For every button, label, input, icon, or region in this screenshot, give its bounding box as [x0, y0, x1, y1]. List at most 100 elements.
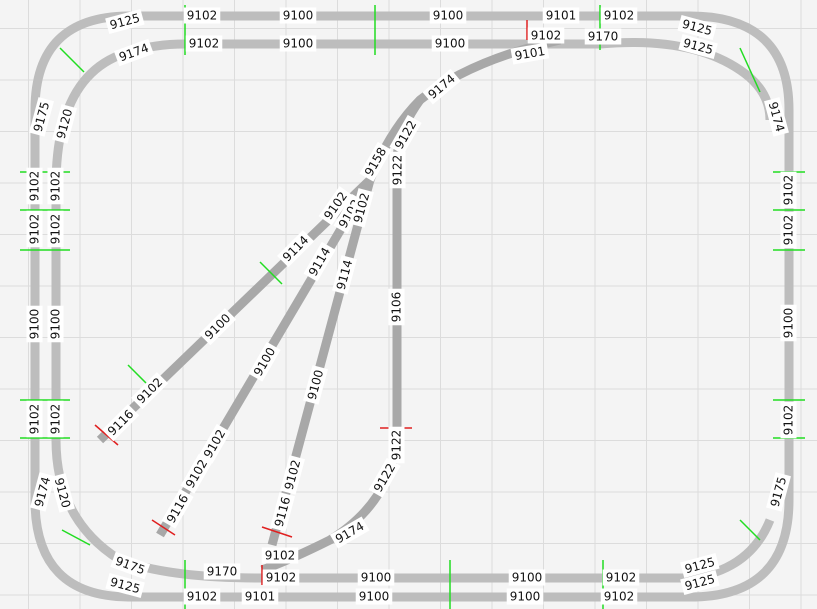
label-box: [388, 288, 405, 326]
label-box: [429, 7, 467, 24]
label-box: [52, 104, 77, 144]
track-label: 9101: [241, 588, 279, 605]
track-label: 9116: [270, 492, 295, 532]
joint: [59, 47, 85, 73]
track-label: 9100: [431, 35, 469, 52]
label-text: 9170: [588, 30, 619, 44]
track-label: 9125: [677, 15, 717, 40]
label-box: [780, 304, 797, 342]
track-label: 9102: [349, 188, 374, 228]
label-box: [764, 97, 789, 137]
label-text: 9100: [283, 37, 314, 51]
label-box: [203, 563, 241, 580]
track-label: 9102: [261, 547, 299, 564]
label-box: [357, 569, 395, 586]
track-label: 9174: [30, 472, 55, 512]
label-text: 9102: [265, 549, 296, 563]
label-box: [30, 472, 55, 512]
label-text: 9102: [604, 9, 635, 23]
track-label: 9100: [355, 588, 393, 605]
label-text: 9102: [606, 571, 637, 585]
label-box: [183, 7, 221, 24]
track-label: 9100: [303, 365, 328, 405]
label-text: 9102: [49, 404, 63, 435]
label-box: [678, 34, 718, 59]
track-label: 9102: [26, 210, 43, 248]
label-box: [280, 455, 305, 495]
track-label: 9102: [780, 401, 797, 439]
track-label: 9100: [357, 569, 395, 586]
track-label: 9102: [47, 210, 64, 248]
track-label: 9102: [527, 27, 565, 44]
label-box: [105, 9, 145, 34]
label-box: [47, 167, 64, 205]
track-label: 9175: [29, 97, 54, 137]
label-box: [180, 453, 213, 494]
track-label: 9102: [26, 167, 43, 205]
label-box: [131, 372, 169, 410]
track-label: 9100: [47, 305, 64, 343]
track-label: 9102: [780, 211, 797, 249]
track-label: 9102: [183, 7, 221, 24]
track-label: 9102: [280, 455, 305, 495]
label-text: 9102: [187, 590, 218, 604]
label-text: 9106: [390, 292, 404, 323]
track-label: 9125: [678, 34, 718, 59]
track-label: 9122: [388, 426, 405, 464]
track-label: 9100: [429, 7, 467, 24]
label-box: [199, 308, 237, 346]
label-box: [198, 423, 231, 464]
track-label: 9100: [780, 304, 797, 342]
label-box: [113, 38, 154, 67]
label-box: [766, 472, 791, 512]
track-label: 9106: [388, 288, 405, 326]
label-box: [389, 151, 406, 189]
track-label: 9101: [510, 42, 550, 65]
track-label: 9102: [780, 171, 797, 209]
label-text: 9102: [782, 175, 796, 206]
label-box: [303, 365, 328, 405]
label-text: 9102: [187, 9, 218, 23]
label-box: [29, 97, 54, 137]
track-label: 9100: [279, 7, 317, 24]
label-box: [510, 42, 550, 65]
label-box: [600, 7, 638, 24]
label-box: [248, 341, 281, 382]
track-label: 9125: [680, 570, 720, 595]
label-box: [359, 141, 392, 182]
label-box: [105, 573, 145, 598]
track-label: 9102: [26, 400, 43, 438]
label-box: [110, 551, 151, 580]
track-label: 9122: [389, 151, 406, 189]
label-text: 9102: [49, 214, 63, 245]
label-box: [241, 588, 279, 605]
track-label: 9114: [332, 255, 357, 295]
label-box: [355, 588, 393, 605]
label-box: [185, 35, 223, 52]
label-text: 9122: [391, 155, 405, 186]
label-text: 9101: [514, 44, 547, 63]
label-box: [780, 211, 797, 249]
label-box: [102, 404, 140, 442]
track-label: 9170: [584, 28, 622, 45]
joint: [61, 529, 91, 546]
label-box: [26, 167, 43, 205]
label-box: [47, 305, 64, 343]
track-label: 9125: [680, 553, 720, 578]
label-box: [161, 488, 194, 529]
label-text: 9102: [28, 214, 42, 245]
label-text: 9102: [604, 590, 635, 604]
track-label: 9102: [600, 588, 638, 605]
label-box: [26, 210, 43, 248]
label-box: [431, 35, 469, 52]
label-box: [422, 68, 461, 105]
label-box: [677, 15, 717, 40]
label-box: [584, 28, 622, 45]
label-box: [279, 35, 317, 52]
label-box: [680, 553, 720, 578]
joint: [94, 424, 119, 446]
label-box: [680, 570, 720, 595]
label-text: 9100: [782, 308, 796, 339]
label-box: [318, 186, 353, 226]
